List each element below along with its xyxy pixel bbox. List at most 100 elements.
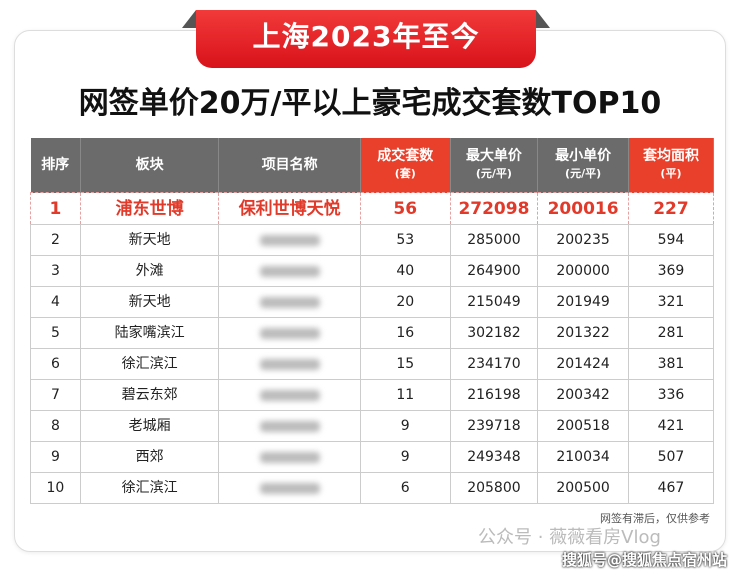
table-cell: 249348 <box>449 441 539 473</box>
column-label: 板块 <box>135 156 164 173</box>
table-row: 1 浦东世博 保利世博天悦 56 272098 200016 227 <box>30 192 715 225</box>
table-cell: 285000 <box>449 224 539 256</box>
table-cell <box>218 286 361 318</box>
table-cell: 新天地 <box>79 286 220 318</box>
table-cell: 200235 <box>537 224 629 256</box>
column-unit: (套) <box>394 167 416 180</box>
table-cell: 381 <box>627 348 715 380</box>
column-header: 成交套数 (套) <box>360 138 451 193</box>
blurred-project-name <box>259 482 320 494</box>
table-row: 10 徐汇滨江 6 205800 200500 467 <box>30 472 715 504</box>
column-unit: (平) <box>660 167 682 180</box>
table-cell: 老城厢 <box>79 410 220 442</box>
table-cell: 272098 <box>449 192 539 225</box>
table-cell: 201322 <box>537 317 629 349</box>
blurred-project-name <box>259 389 320 401</box>
table-cell: 507 <box>627 441 715 473</box>
table-cell: 9 <box>30 441 81 473</box>
column-label: 排序 <box>41 156 70 173</box>
table-cell: 302182 <box>449 317 539 349</box>
table-cell: 西郊 <box>79 441 220 473</box>
table-cell: 40 <box>359 255 451 287</box>
blurred-project-name <box>259 420 320 432</box>
column-label: 最小单价 <box>555 148 612 164</box>
table-cell: 新天地 <box>79 224 220 256</box>
column-header: 最小单价 (元/平) <box>537 138 629 193</box>
table-cell <box>218 379 361 411</box>
column-label: 最大单价 <box>465 148 522 164</box>
column-label: 项目名称 <box>261 156 318 173</box>
table-cell: 336 <box>627 379 715 411</box>
table-cell <box>218 317 361 349</box>
disclaimer: 网签有滞后，仅供参考 <box>600 512 710 525</box>
column-header: 排序 <box>30 138 81 193</box>
table-cell: 467 <box>627 472 715 504</box>
table-cell <box>218 441 361 473</box>
column-header: 最大单价 (元/平) <box>450 138 539 193</box>
table-cell: 200342 <box>537 379 629 411</box>
table-cell: 浦东世博 <box>79 192 220 225</box>
column-unit: (元/平) <box>475 167 512 180</box>
column-header: 板块 <box>80 138 220 193</box>
table-cell: 20 <box>359 286 451 318</box>
table-cell: 陆家嘴滨江 <box>79 317 220 349</box>
table-cell: 210034 <box>537 441 629 473</box>
table-cell: 外滩 <box>79 255 220 287</box>
table-cell: 10 <box>30 472 81 504</box>
table-cell: 徐汇滨江 <box>79 348 220 380</box>
table-cell: 421 <box>627 410 715 442</box>
table-cell <box>218 224 361 256</box>
ranking-table: 排序 板块 项目名称 成交套数 (套) 最大单价 (元/平) 最小单价 (元/平) 套均面积 (平)… <box>30 138 715 504</box>
table-cell: 保利世博天悦 <box>218 192 361 225</box>
blurred-project-name <box>259 296 320 308</box>
table-row: 7 碧云东郊 11 216198 200342 336 <box>30 379 715 411</box>
column-header: 项目名称 <box>218 138 361 193</box>
page-title: 网签单价20万/平以上豪宅成交套数TOP10 <box>78 86 662 121</box>
banner-fold <box>536 10 550 28</box>
column-label: 套均面积 <box>642 148 699 164</box>
table-cell: 201949 <box>537 286 629 318</box>
table-cell: 徐汇滨江 <box>79 472 220 504</box>
table-cell <box>218 410 361 442</box>
banner-fold <box>182 10 196 28</box>
table-cell: 215049 <box>449 286 539 318</box>
table-cell: 6 <box>30 348 81 380</box>
table-cell: 205800 <box>449 472 539 504</box>
table-cell: 4 <box>30 286 81 318</box>
table-cell: 6 <box>359 472 451 504</box>
table-cell: 5 <box>30 317 81 349</box>
blurred-project-name <box>259 451 320 463</box>
watermark: 公众号 · 薇薇看房Vlog <box>478 527 661 548</box>
table-cell: 200500 <box>537 472 629 504</box>
table-cell: 53 <box>359 224 451 256</box>
table-cell: 2 <box>30 224 81 256</box>
table-cell: 7 <box>30 379 81 411</box>
table-cell <box>218 472 361 504</box>
table-row: 5 陆家嘴滨江 16 302182 201322 281 <box>30 317 715 349</box>
table-cell: 8 <box>30 410 81 442</box>
blurred-project-name <box>259 327 320 339</box>
table-row: 8 老城厢 9 239718 200518 421 <box>30 410 715 442</box>
table-cell: 264900 <box>449 255 539 287</box>
blurred-project-name <box>259 265 320 277</box>
table-row: 4 新天地 20 215049 201949 321 <box>30 286 715 318</box>
column-header: 套均面积 (平) <box>628 138 715 193</box>
table-row: 6 徐汇滨江 15 234170 201424 381 <box>30 348 715 380</box>
table-cell: 56 <box>359 192 451 225</box>
blurred-project-name <box>259 358 320 370</box>
table-cell: 3 <box>30 255 81 287</box>
table-row: 2 新天地 53 285000 200235 594 <box>30 224 715 256</box>
table-cell: 15 <box>359 348 451 380</box>
table-cell: 200000 <box>537 255 629 287</box>
table-cell: 216198 <box>449 379 539 411</box>
table-cell: 11 <box>359 379 451 411</box>
table-cell: 16 <box>359 317 451 349</box>
table-cell <box>218 348 361 380</box>
table-cell: 321 <box>627 286 715 318</box>
table-cell: 1 <box>30 192 81 225</box>
column-label: 成交套数 <box>377 148 434 164</box>
table-cell: 200518 <box>537 410 629 442</box>
column-unit: (元/平) <box>565 167 602 180</box>
table-cell: 9 <box>359 441 451 473</box>
table-row: 9 西郊 9 249348 210034 507 <box>30 441 715 473</box>
